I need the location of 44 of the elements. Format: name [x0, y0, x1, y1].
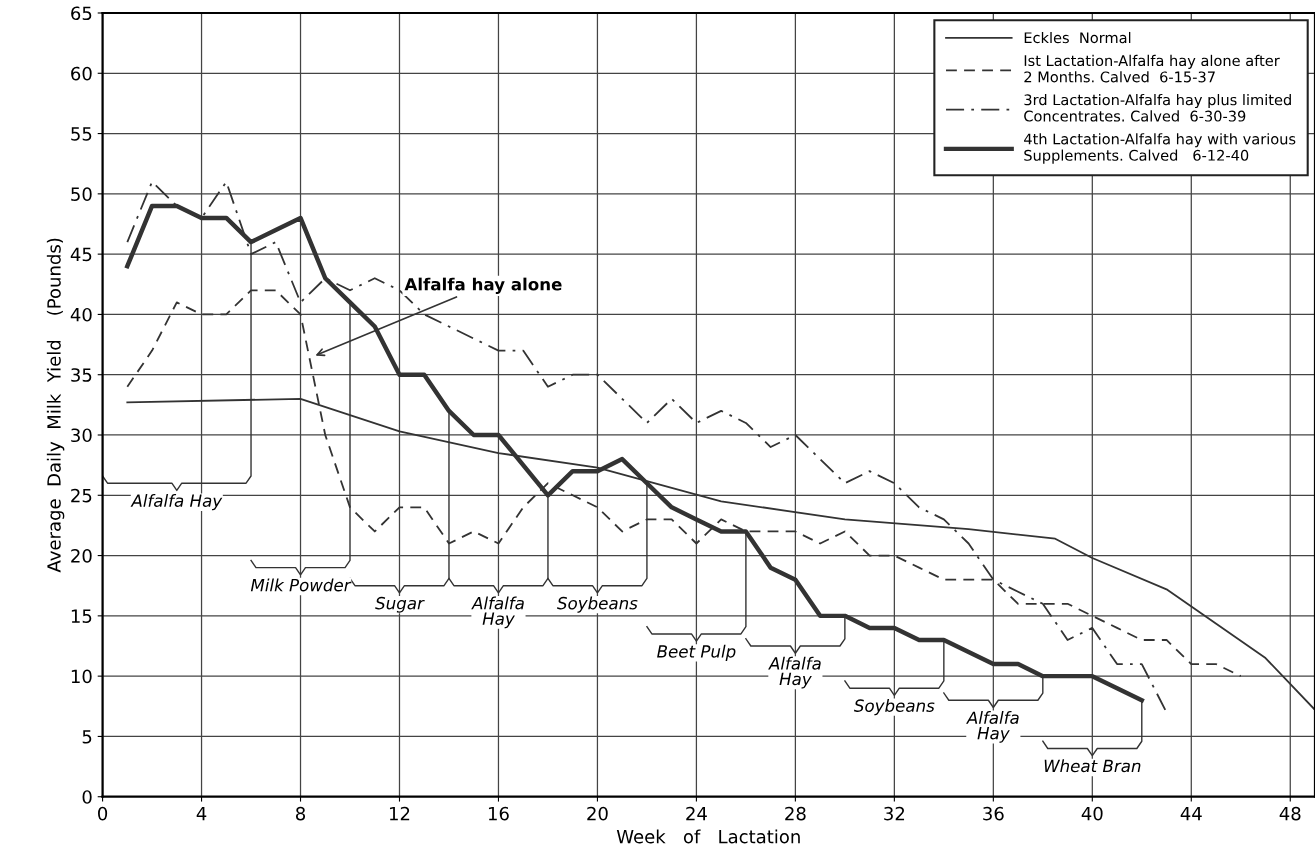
y-tick-label: 20	[71, 549, 92, 563]
annotation: Soybeans	[853, 699, 935, 716]
legend-label: 4th Lactation-Alfalfa hay with various Supplements. Calved 6-12-40	[1024, 133, 1296, 164]
x-tick-label: 16	[488, 806, 509, 821]
x-tick-label: 40	[1081, 806, 1103, 821]
y-tick-label: 55	[71, 127, 92, 141]
annotation: Sugar	[375, 596, 425, 613]
annotation: Alfalfa Hay	[966, 711, 1019, 743]
y-tick-label: 60	[71, 66, 92, 81]
x-tick-label: 32	[884, 806, 905, 821]
x-tick-label: 20	[587, 806, 608, 821]
y-tick-label: 25	[71, 488, 92, 503]
y-tick-label: 45	[70, 247, 92, 262]
y-tick-label: 0	[82, 790, 92, 804]
x-tick-label: 24	[686, 806, 707, 821]
x-axis-title: Week of Lactation	[616, 829, 800, 844]
y-tick-label: 35	[71, 368, 92, 382]
y-tick-label: 50	[71, 187, 92, 201]
legend-label: Ist Lactation-Alfalfa hay alone after 2 Months. Calved 6-15-37	[1024, 54, 1280, 83]
x-tick-label: 8	[296, 806, 306, 821]
annotation: Milk Powder	[250, 578, 352, 592]
legend-label: Eckles Normal	[1024, 31, 1131, 44]
annotation: Alfalfa hay alone	[404, 277, 562, 294]
x-tick-label: 36	[983, 806, 1004, 821]
annotation: Soybeans	[557, 596, 638, 613]
y-tick-label: 5	[82, 730, 92, 744]
y-tick-label: 65	[71, 6, 92, 21]
annotation: Wheat Bran	[1044, 759, 1141, 773]
legend-label: 3rd Lactation-Alfalfa hay plus limited Concentrates. Calved 6-30-39	[1024, 94, 1291, 122]
y-tick-label: 30	[71, 428, 92, 443]
y-tick-label: 15	[71, 609, 92, 623]
x-tick-label: 0	[98, 806, 108, 821]
y-tick-label: 40	[70, 307, 92, 322]
annotation: Alfalfa Hay	[768, 656, 821, 689]
x-tick-label: 4	[196, 807, 207, 821]
y-tick-label: 10	[71, 669, 92, 684]
annotation: Beet Pulp	[657, 644, 736, 661]
x-tick-label: 12	[389, 806, 410, 821]
annotation: Alfalfa Hay	[130, 494, 223, 511]
x-tick-label: 44	[1180, 807, 1202, 821]
x-tick-label: 48	[1279, 806, 1301, 821]
annotation: Alfalfa Hay	[471, 596, 524, 629]
y-axis-title: Average Daily Milk Yield (Pounds)	[46, 238, 65, 573]
x-tick-label: 28	[785, 806, 806, 821]
